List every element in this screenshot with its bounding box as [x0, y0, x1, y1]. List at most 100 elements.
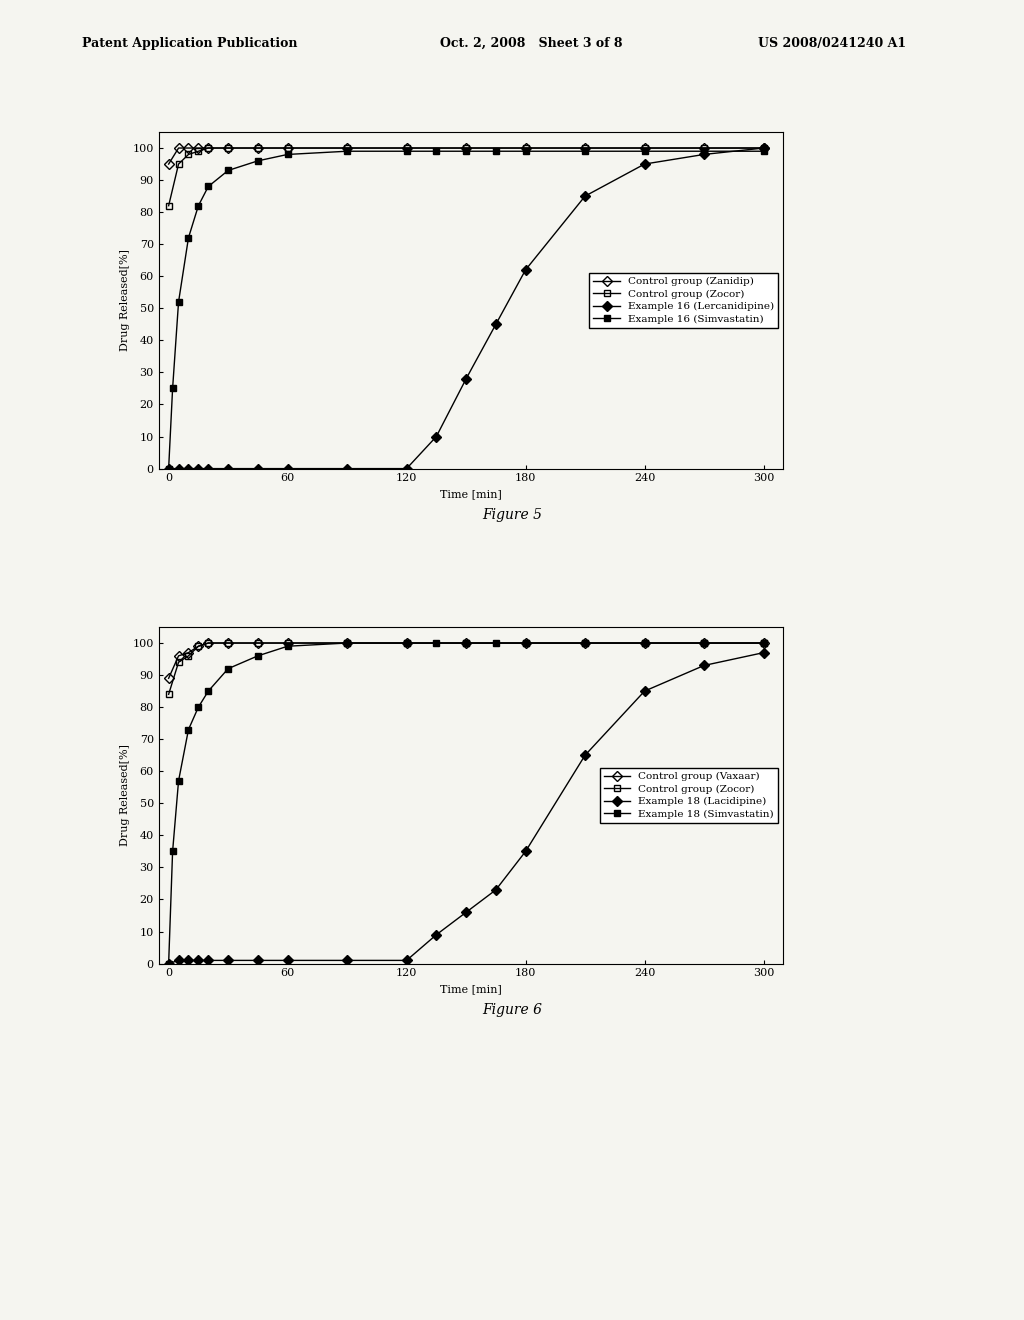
- Example 16 (Simvastatin): [460, 144, 472, 160]
- Control group (Zocor): [202, 635, 214, 651]
- Example 18 (Lacidipine): [430, 927, 442, 942]
- Control group (Zocor): [252, 140, 264, 156]
- Example 16 (Lercanidipine): [698, 147, 711, 162]
- Text: Oct. 2, 2008   Sheet 3 of 8: Oct. 2, 2008 Sheet 3 of 8: [440, 37, 623, 50]
- Example 16 (Lercanidipine): [222, 461, 234, 477]
- Legend: Control group (Vaxaar), Control group (Zocor), Example 18 (Lacidipine), Example : Control group (Vaxaar), Control group (Z…: [600, 768, 778, 822]
- Control group (Zocor): [460, 140, 472, 156]
- Control group (Zanidip): [252, 140, 264, 156]
- Example 18 (Simvastatin): [163, 956, 175, 972]
- Example 16 (Simvastatin): [167, 380, 179, 396]
- Example 18 (Lacidipine): [460, 904, 472, 920]
- Control group (Zocor): [519, 140, 531, 156]
- Control group (Zocor): [758, 635, 770, 651]
- Example 18 (Simvastatin): [172, 774, 184, 789]
- Control group (Vaxaar): [172, 648, 184, 664]
- Example 18 (Lacidipine): [638, 684, 650, 700]
- Example 18 (Simvastatin): [341, 635, 353, 651]
- Control group (Vaxaar): [579, 635, 591, 651]
- Control group (Zocor): [400, 635, 413, 651]
- Example 16 (Lercanidipine): [172, 461, 184, 477]
- Line: Control group (Zanidip): Control group (Zanidip): [165, 145, 767, 168]
- Control group (Zanidip): [698, 140, 711, 156]
- Example 18 (Simvastatin): [252, 648, 264, 664]
- Control group (Zanidip): [282, 140, 294, 156]
- Example 16 (Simvastatin): [172, 294, 184, 310]
- Control group (Zocor): [172, 655, 184, 671]
- Example 16 (Simvastatin): [489, 144, 502, 160]
- Example 18 (Lacidipine): [193, 953, 205, 969]
- Control group (Zocor): [193, 144, 205, 160]
- Control group (Vaxaar): [400, 635, 413, 651]
- Control group (Vaxaar): [460, 635, 472, 651]
- Text: Patent Application Publication: Patent Application Publication: [82, 37, 297, 50]
- Example 16 (Simvastatin): [222, 162, 234, 178]
- Example 18 (Simvastatin): [519, 635, 531, 651]
- Control group (Zocor): [460, 635, 472, 651]
- Control group (Zocor): [282, 140, 294, 156]
- Example 18 (Lacidipine): [222, 953, 234, 969]
- Example 16 (Simvastatin): [638, 144, 650, 160]
- Example 16 (Lercanidipine): [400, 461, 413, 477]
- Example 16 (Lercanidipine): [519, 261, 531, 277]
- Example 16 (Simvastatin): [519, 144, 531, 160]
- Control group (Vaxaar): [519, 635, 531, 651]
- Example 18 (Lacidipine): [400, 953, 413, 969]
- Example 16 (Lercanidipine): [758, 140, 770, 156]
- Example 18 (Lacidipine): [579, 747, 591, 763]
- Control group (Zanidip): [163, 156, 175, 172]
- Control group (Zanidip): [460, 140, 472, 156]
- Control group (Zocor): [172, 156, 184, 172]
- Example 16 (Simvastatin): [252, 153, 264, 169]
- Example 16 (Simvastatin): [202, 178, 214, 194]
- Example 18 (Simvastatin): [167, 843, 179, 859]
- Control group (Zanidip): [193, 140, 205, 156]
- Example 16 (Simvastatin): [282, 147, 294, 162]
- Control group (Zocor): [638, 635, 650, 651]
- X-axis label: Time [min]: Time [min]: [440, 983, 502, 994]
- Control group (Zocor): [698, 140, 711, 156]
- Example 18 (Simvastatin): [222, 661, 234, 677]
- Control group (Vaxaar): [193, 639, 205, 655]
- Example 16 (Simvastatin): [182, 230, 195, 246]
- Control group (Vaxaar): [163, 671, 175, 686]
- Text: Figure 6: Figure 6: [482, 1003, 542, 1018]
- Y-axis label: Drug Released[%]: Drug Released[%]: [120, 249, 130, 351]
- Example 18 (Lacidipine): [698, 657, 711, 673]
- Text: US 2008/0241240 A1: US 2008/0241240 A1: [758, 37, 906, 50]
- Example 18 (Lacidipine): [758, 644, 770, 660]
- Control group (Zocor): [400, 140, 413, 156]
- Control group (Zocor): [182, 648, 195, 664]
- Line: Example 18 (Simvastatin): Example 18 (Simvastatin): [165, 640, 767, 968]
- Control group (Zanidip): [400, 140, 413, 156]
- Control group (Zanidip): [579, 140, 591, 156]
- Example 16 (Simvastatin): [579, 144, 591, 160]
- Example 18 (Simvastatin): [193, 700, 205, 715]
- Example 18 (Simvastatin): [400, 635, 413, 651]
- Example 18 (Simvastatin): [282, 639, 294, 655]
- Control group (Zocor): [638, 140, 650, 156]
- Control group (Vaxaar): [222, 635, 234, 651]
- Control group (Zocor): [758, 140, 770, 156]
- Control group (Vaxaar): [202, 635, 214, 651]
- Example 16 (Simvastatin): [698, 144, 711, 160]
- Control group (Vaxaar): [252, 635, 264, 651]
- Legend: Control group (Zanidip), Control group (Zocor), Example 16 (Lercanidipine), Exam: Control group (Zanidip), Control group (…: [590, 273, 778, 327]
- Example 16 (Lercanidipine): [579, 189, 591, 205]
- Control group (Zocor): [222, 635, 234, 651]
- Example 18 (Lacidipine): [172, 953, 184, 969]
- Line: Control group (Vaxaar): Control group (Vaxaar): [165, 640, 767, 681]
- Example 16 (Lercanidipine): [341, 461, 353, 477]
- Example 16 (Simvastatin): [400, 144, 413, 160]
- Example 16 (Simvastatin): [193, 198, 205, 214]
- Control group (Zocor): [202, 140, 214, 156]
- Example 16 (Lercanidipine): [202, 461, 214, 477]
- Y-axis label: Drug Released[%]: Drug Released[%]: [120, 744, 130, 846]
- Control group (Vaxaar): [282, 635, 294, 651]
- Line: Example 16 (Lercanidipine): Example 16 (Lercanidipine): [165, 145, 767, 473]
- Example 18 (Simvastatin): [579, 635, 591, 651]
- Control group (Zanidip): [341, 140, 353, 156]
- Line: Control group (Zocor): Control group (Zocor): [165, 640, 767, 698]
- Control group (Vaxaar): [638, 635, 650, 651]
- Control group (Zocor): [341, 635, 353, 651]
